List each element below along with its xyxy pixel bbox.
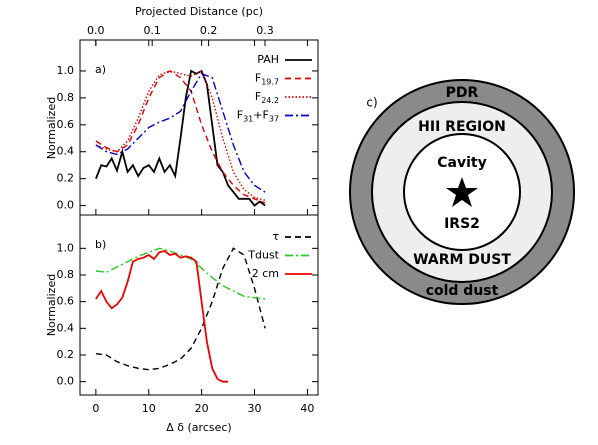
panel-label: b) (95, 238, 106, 251)
region-label: Cavity (437, 155, 486, 171)
y-tick-label: 0.8 (57, 91, 75, 104)
legend-label: Tdust (247, 249, 279, 262)
x2-tick-label: 0.1 (143, 24, 161, 37)
y-tick-label: 1.0 (57, 241, 75, 254)
legend-label: F19.7 (255, 72, 279, 87)
x-axis-label: Δ δ (arcsec) (166, 421, 231, 434)
frame-a (79, 39, 319, 216)
series-line (95, 250, 229, 383)
region-label: IRS2 (444, 216, 480, 232)
y-tick-label: 1.0 (57, 64, 75, 77)
region-label: HII REGION (418, 119, 506, 135)
x2-axis-label: Projected Distance (pc) (135, 5, 263, 18)
y-tick-label: 0.6 (57, 295, 75, 308)
series-line (95, 70, 266, 204)
region-label: PDR (446, 85, 479, 101)
legend-label: F24.2 (255, 90, 279, 105)
y-tick-label: 0.0 (57, 199, 75, 212)
x-tick-label: 20 (195, 402, 209, 415)
y-tick-label: 0.2 (57, 348, 75, 361)
x-tick-label: 40 (300, 402, 314, 415)
frame-b (79, 214, 319, 396)
y-tick-label: 0.2 (57, 172, 75, 185)
x-tick-label: 10 (142, 402, 156, 415)
series-line (95, 247, 266, 371)
series-line (95, 247, 266, 300)
x-tick-label: 30 (248, 402, 262, 415)
legend-label: PAH (257, 53, 279, 66)
star (446, 177, 478, 207)
legend-label: τ (272, 230, 279, 243)
legend-label: F31+F37 (237, 109, 279, 124)
y-tick-label: 0.4 (57, 321, 75, 334)
panel-label: a) (95, 63, 106, 76)
y-tick-label: 0.6 (57, 118, 75, 131)
series-line (95, 72, 266, 193)
y-tick-label: 0.0 (57, 375, 75, 388)
series-line (95, 70, 266, 201)
x2-tick-label: 0.3 (256, 24, 274, 37)
diagram: c) PDR HII REGION Cavity IRS2 WARM DUST … (349, 79, 575, 305)
x2-tick-label: 0.2 (200, 24, 218, 37)
series-line (95, 69, 266, 207)
legend-label: 2 cm (252, 267, 279, 280)
x-tick-label: 0 (92, 402, 99, 415)
region-label: cold dust (426, 283, 499, 299)
y-axis-label: Normalized (45, 274, 58, 336)
x2-tick-label: 0.0 (87, 24, 105, 37)
y-axis-label: Normalized (45, 97, 58, 159)
region-label: WARM DUST (413, 252, 511, 268)
panel-label: c) (366, 96, 377, 110)
y-tick-label: 0.8 (57, 268, 75, 281)
y-tick-label: 0.4 (57, 145, 75, 158)
